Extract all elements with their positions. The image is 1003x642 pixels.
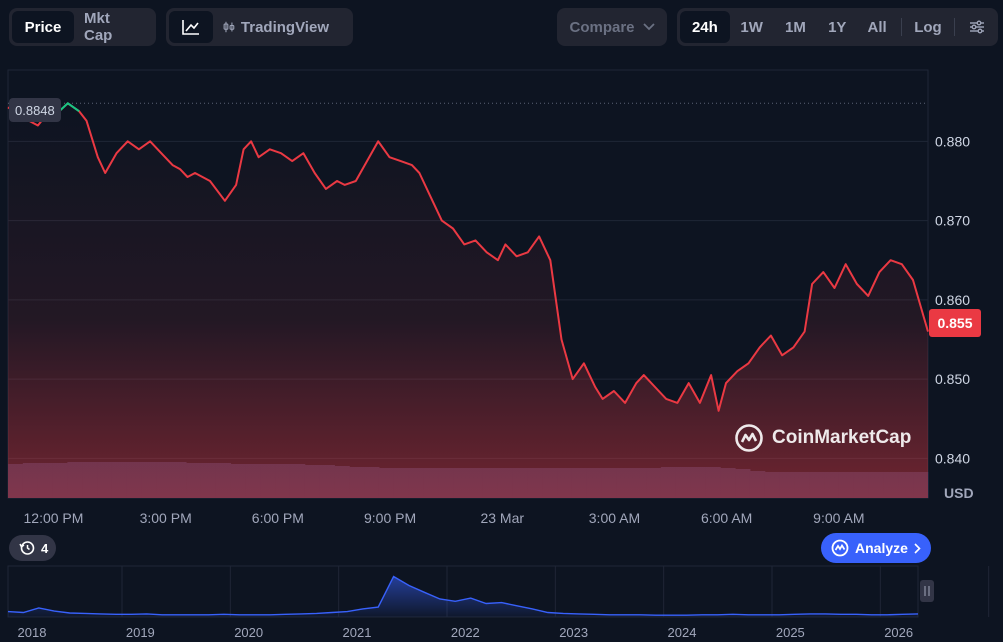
y-tick-label-4: 0.840 bbox=[935, 450, 970, 466]
currency-label: USD bbox=[944, 485, 974, 501]
x-tick-label-2: 6:00 PM bbox=[252, 510, 304, 526]
current-price-badge: 0.855 bbox=[929, 309, 981, 337]
toolbar: Price Mkt Cap TradingView Compare 24h 1W… bbox=[0, 0, 1003, 56]
history-button[interactable]: 4 bbox=[9, 535, 57, 561]
mini-range-handle[interactable] bbox=[920, 580, 934, 602]
tab-price[interactable]: Price bbox=[12, 11, 74, 43]
x-tick-label-6: 6:00 AM bbox=[701, 510, 752, 526]
x-tick-label-7: 9:00 AM bbox=[813, 510, 864, 526]
compare-label: Compare bbox=[569, 18, 635, 36]
x-tick-label-5: 3:00 AM bbox=[589, 510, 640, 526]
y-tick-label-1: 0.870 bbox=[935, 213, 970, 229]
y-tick-label-3: 0.850 bbox=[935, 371, 970, 387]
range-all[interactable]: All bbox=[867, 18, 887, 36]
price-series-line bbox=[7, 102, 929, 412]
mini-x-tick-7: 2025 bbox=[776, 625, 805, 640]
tradingview-button[interactable]: TradingView bbox=[213, 11, 339, 43]
x-tick-label-1: 3:00 PM bbox=[140, 510, 192, 526]
price-area-fill bbox=[8, 103, 928, 499]
compare-dropdown[interactable]: Compare bbox=[557, 8, 667, 46]
history-count: 4 bbox=[41, 540, 49, 556]
view-toggle: Price Mkt Cap bbox=[9, 8, 156, 46]
mini-x-tick-2: 2020 bbox=[234, 625, 263, 640]
range-divider bbox=[901, 18, 902, 36]
range-24h[interactable]: 24h bbox=[680, 11, 730, 43]
line-chart-button[interactable] bbox=[169, 11, 213, 43]
analyze-logo-icon bbox=[831, 539, 849, 557]
settings-button[interactable] bbox=[959, 11, 995, 43]
mini-x-tick-0: 2018 bbox=[18, 625, 47, 640]
chevron-right-icon bbox=[914, 542, 921, 554]
candles-icon bbox=[223, 21, 235, 33]
chevron-down-icon bbox=[642, 23, 655, 31]
y-axis: 0.880 0.870 0.860 0.850 0.840 USD bbox=[935, 133, 974, 501]
mini-navigator[interactable]: 2018 2019 2020 2021 2022 2023 2024 2025 2026 bbox=[7, 565, 990, 640]
range-selector: 24h 1W 1M 1Y All Log bbox=[677, 8, 998, 46]
y-tick-label-0: 0.880 bbox=[935, 133, 970, 149]
y-tick-label-2: 0.860 bbox=[935, 292, 970, 308]
high-price-label: 0.8848 bbox=[9, 98, 61, 122]
x-axis: 12:00 PM 3:00 PM 6:00 PM 9:00 PM 23 Mar 3:00 … bbox=[24, 510, 865, 526]
mini-x-tick-8: 2026 bbox=[884, 625, 913, 640]
mini-x-tick-5: 2023 bbox=[559, 625, 588, 640]
tradingview-label: TradingView bbox=[240, 18, 329, 36]
mini-x-tick-3: 2021 bbox=[343, 625, 372, 640]
x-tick-label-3: 9:00 PM bbox=[364, 510, 416, 526]
range-1y[interactable]: 1Y bbox=[828, 18, 847, 36]
settings-sliders-icon bbox=[969, 20, 984, 34]
x-tick-label-0: 12:00 PM bbox=[24, 510, 84, 526]
analyze-label: Analyze bbox=[855, 540, 908, 556]
mini-area bbox=[8, 576, 918, 617]
range-1m[interactable]: 1M bbox=[785, 18, 806, 36]
mini-x-tick-6: 2024 bbox=[668, 625, 697, 640]
x-tick-label-4: 23 Mar bbox=[480, 510, 524, 526]
line-chart-icon bbox=[182, 20, 199, 35]
chart-type-toggle: TradingView bbox=[166, 8, 353, 46]
watermark-text: CoinMarketCap bbox=[772, 427, 912, 448]
watermark: CoinMarketCap bbox=[734, 423, 911, 453]
mini-x-tick-1: 2019 bbox=[126, 625, 155, 640]
history-icon bbox=[19, 541, 35, 555]
log-toggle[interactable]: Log bbox=[914, 18, 942, 36]
mini-line bbox=[7, 575, 919, 616]
settings-divider bbox=[953, 18, 955, 36]
tab-mkt-cap[interactable]: Mkt Cap bbox=[84, 10, 113, 44]
range-1w[interactable]: 1W bbox=[740, 18, 763, 36]
mini-x-tick-4: 2022 bbox=[451, 625, 480, 640]
coinmarketcap-logo-icon bbox=[735, 424, 763, 452]
price-area bbox=[8, 103, 928, 499]
analyze-button[interactable]: Analyze bbox=[821, 533, 931, 563]
